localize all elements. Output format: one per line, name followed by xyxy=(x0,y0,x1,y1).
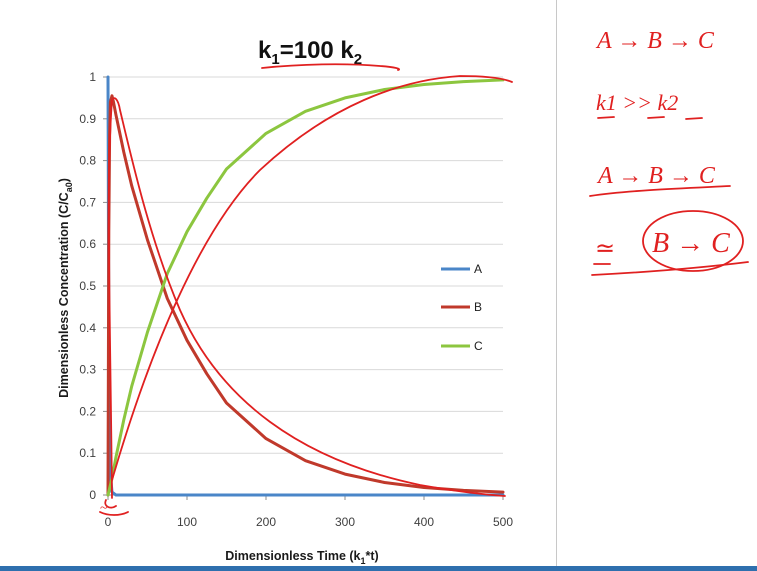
y-tick-label: 0 xyxy=(89,488,96,502)
x-tick-label: 300 xyxy=(335,515,355,529)
pen-annotations: A → B → C k1 >> k2 A → B → C ≃ B → C ~ xyxy=(99,28,749,516)
x-tick-label: 400 xyxy=(414,515,434,529)
legend: A B C xyxy=(441,262,483,353)
k-underline-mid xyxy=(647,116,665,119)
legend-item-a: A xyxy=(441,262,482,276)
annotation-rate-comparison: k1 >> k2 xyxy=(596,90,678,115)
gridlines xyxy=(103,76,504,500)
y-tick-label: 0.3 xyxy=(79,363,96,377)
y-tick-label: 1 xyxy=(89,70,96,84)
x-tick-label: 500 xyxy=(493,515,513,529)
legend-item-b: B xyxy=(441,300,482,314)
y-tick-labels: 0 0.1 0.2 0.3 0.4 0.5 0.6 0.7 0.8 0.9 1 xyxy=(79,70,96,502)
y-tick-label: 0.2 xyxy=(79,404,96,418)
y-tick-label: 0.9 xyxy=(79,112,96,126)
k-underline-left xyxy=(597,116,615,119)
chart-title: k1=100 k2 xyxy=(258,37,362,68)
annotation-origin-tilde: ~ xyxy=(100,501,108,516)
series-line-c xyxy=(106,78,505,497)
y-tick-label: 0.7 xyxy=(79,195,96,209)
title-underline xyxy=(261,63,400,71)
y-tick-label: 0.4 xyxy=(79,321,96,335)
slide-bottom-bar xyxy=(0,566,757,571)
legend-item-c: C xyxy=(441,339,483,353)
x-axis-label: Dimensionless Time (k1*t) xyxy=(225,549,378,566)
annotation-circled-reaction: B → C xyxy=(652,228,730,259)
y-axis-label: Dimensionless Concentration (C/Ca0) xyxy=(57,178,74,398)
annotation-approx-symbol: ≃ xyxy=(595,236,615,262)
legend-label-c: C xyxy=(474,339,483,353)
x-tick-labels: 0 100 200 300 400 500 xyxy=(105,515,514,529)
circle-around-b-to-c xyxy=(642,210,744,272)
legend-label-b: B xyxy=(474,300,482,314)
k-underline-right xyxy=(685,117,703,120)
x-tick-label: 0 xyxy=(105,515,112,529)
y-tick-label: 0.6 xyxy=(79,237,96,251)
origin-mark xyxy=(99,499,129,516)
reaction-underline xyxy=(589,185,731,197)
hand-drawn-b-curve xyxy=(107,97,506,499)
legend-label-a: A xyxy=(474,262,482,276)
annotation-reaction-1: A → B → C xyxy=(595,28,715,54)
x-tick-label: 100 xyxy=(177,515,197,529)
circle-tail xyxy=(591,261,749,276)
annotation-reaction-2: A → B → C xyxy=(596,163,716,189)
hand-drawn-c-curve xyxy=(111,75,513,481)
series-line-b xyxy=(106,94,505,497)
x-tick-label: 200 xyxy=(256,515,276,529)
y-tick-label: 0.1 xyxy=(79,446,96,460)
y-tick-label: 0.5 xyxy=(79,279,96,293)
y-tick-label: 0.8 xyxy=(79,154,96,168)
